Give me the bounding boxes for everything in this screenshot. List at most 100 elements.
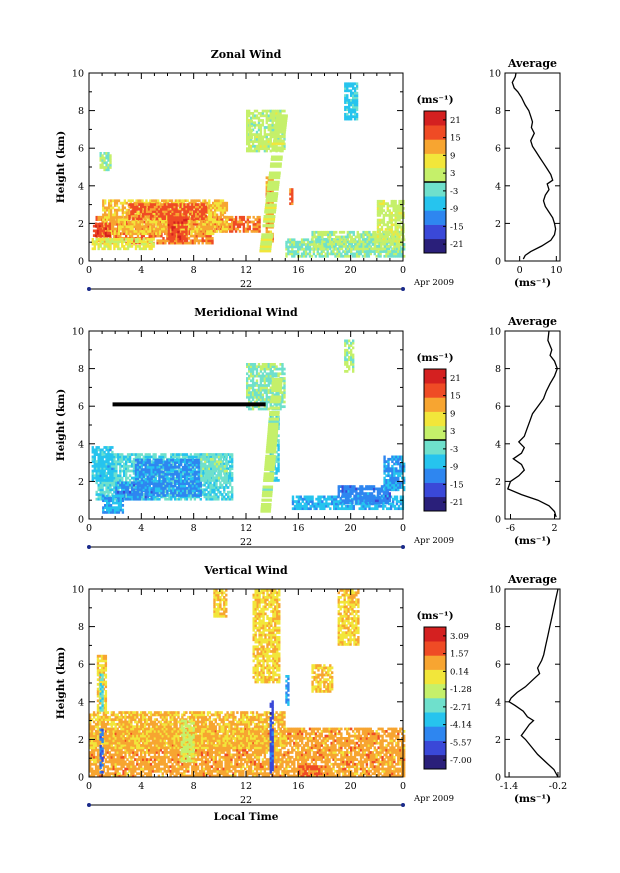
heatmap-cell [251, 116, 255, 120]
heatmap-cell [131, 230, 134, 233]
heatmap-cell [319, 230, 322, 234]
heatmap-cell [141, 208, 144, 212]
heatmap-cell [135, 222, 138, 226]
heatmap-cell [257, 147, 261, 151]
heatmap-cell [137, 199, 140, 203]
heatmap-cell [136, 234, 140, 238]
heatmap-cell [350, 108, 353, 112]
heatmap-cell [332, 240, 335, 244]
heatmap-cell [269, 119, 272, 122]
heatmap-cell [355, 94, 359, 97]
heatmap-cell [388, 218, 391, 222]
heatmap-cell [153, 207, 157, 211]
heatmap-cell [167, 228, 170, 231]
heatmap-cell [250, 122, 253, 126]
heatmap-cell [199, 230, 202, 233]
heatmap-cell [259, 135, 263, 139]
heatmap-cell [138, 247, 142, 251]
heatmap-cell [133, 225, 136, 229]
heatmap-cell [223, 211, 227, 214]
heatmap-cell [346, 233, 350, 237]
heatmap-cell [379, 250, 382, 253]
heatmap-cell [352, 238, 355, 241]
heatmap-cell [315, 235, 318, 239]
heatmap-cell [198, 210, 202, 213]
heatmap-cell [171, 216, 174, 220]
heatmap-cell [380, 235, 384, 238]
heatmap-cell [109, 163, 112, 167]
heatmap-cell [138, 241, 142, 245]
x-tick-label: 8 [191, 265, 197, 276]
heatmap-cell [361, 240, 365, 244]
heatmap-cell [236, 220, 240, 224]
heatmap-cell [382, 242, 385, 246]
heatmap-cell [101, 163, 104, 167]
heatmap-cell [132, 239, 136, 243]
heatmap-cell [317, 240, 320, 244]
heatmap-cell [138, 214, 141, 218]
heatmap-cell [130, 241, 134, 245]
heatmap-cell [289, 252, 292, 256]
heatmap-cell [225, 218, 229, 221]
heatmap-cell [253, 114, 257, 118]
heatmap-cell [348, 230, 352, 234]
heatmap-cell [183, 237, 186, 241]
heatmap-cell [291, 195, 294, 198]
heatmap-cell [107, 240, 110, 244]
heatmap-cell [315, 245, 318, 248]
heatmap-cell [267, 180, 280, 184]
heatmap-cell [125, 238, 128, 241]
heatmap-cell [265, 135, 268, 139]
heatmap-cell [355, 98, 359, 102]
heatmap-cell [163, 214, 166, 218]
heatmap-cell [348, 89, 351, 93]
heatmap-cell [129, 230, 132, 233]
heatmap-cell [139, 230, 142, 233]
heatmap-cell [376, 209, 380, 213]
heatmap-cell [291, 238, 294, 242]
heatmap-cell [128, 205, 131, 209]
heatmap-cell [169, 237, 172, 241]
heatmap-cell [150, 245, 153, 248]
heatmap-cell [385, 250, 388, 253]
heatmap-cell [145, 201, 148, 205]
heatmap-cell [149, 227, 152, 231]
heatmap-cell [163, 210, 166, 213]
heatmap-cell [128, 203, 131, 206]
heatmap-cell [143, 212, 147, 216]
heatmap-cell [254, 222, 257, 226]
heatmap-cell [293, 252, 296, 256]
heatmap-cell [321, 233, 324, 237]
colorbar-tick-label: 3 [450, 169, 455, 179]
heatmap-cell [353, 110, 357, 114]
heatmap-cell [263, 215, 276, 219]
heatmap-cell [265, 188, 268, 191]
heatmap-cell [160, 241, 163, 245]
heatmap-cell [246, 121, 249, 125]
heatmap-cell [173, 210, 176, 213]
heatmap-cell [386, 207, 389, 210]
heatmap-cell [164, 239, 167, 243]
heatmap-cell [206, 220, 209, 224]
heatmap-cell [317, 245, 320, 248]
heatmap-cell [238, 220, 242, 224]
heatmap-cell [231, 457, 234, 461]
heatmap-cell [291, 245, 294, 249]
heatmap-cell [183, 205, 186, 209]
heatmap-cell [197, 234, 200, 238]
heatmap-cell [125, 227, 128, 231]
heatmap-cell [113, 232, 117, 236]
heatmap-cell [151, 207, 155, 211]
heatmap-cell [202, 215, 205, 219]
heatmap-cell [350, 245, 354, 248]
heatmap-cell [102, 218, 105, 221]
heatmap-cell [367, 250, 371, 253]
heatmap-cell [119, 225, 123, 229]
heatmap-cell [193, 239, 197, 243]
heatmap-cell [355, 96, 359, 100]
heatmap-cell [277, 133, 280, 136]
heatmap-cell [144, 222, 147, 226]
heatmap-cell [249, 112, 253, 115]
heatmap-cell [311, 247, 314, 251]
heatmap-cell [200, 214, 204, 218]
